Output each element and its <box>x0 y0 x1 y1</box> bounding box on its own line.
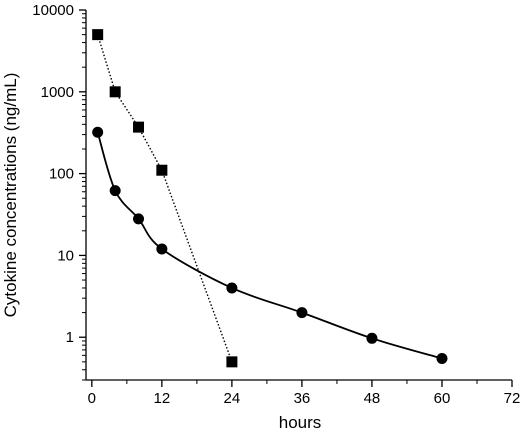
y-tick-label: 10000 <box>32 2 74 19</box>
x-tick-label: 12 <box>154 390 171 407</box>
x-tick-label: 36 <box>294 390 311 407</box>
series-line-1 <box>97 34 233 363</box>
square-marker <box>156 164 168 176</box>
y-axis-label: Cytokine concentrations (ng/mL) <box>1 73 20 318</box>
circle-marker <box>436 352 448 364</box>
square-marker <box>226 356 238 368</box>
circle-marker <box>92 126 104 138</box>
circle-marker <box>109 185 121 197</box>
x-tick-label: 24 <box>224 390 241 407</box>
square-marker <box>92 29 104 41</box>
circle-marker <box>133 213 145 225</box>
square-marker <box>109 86 121 98</box>
axes <box>85 10 512 381</box>
circle-marker <box>366 332 378 344</box>
x-tick-label: 48 <box>364 390 381 407</box>
ticks: 0 12 24 36 48 60 72 1 10 100 1000 10000 <box>32 2 520 407</box>
x-tick-label: 72 <box>504 390 520 407</box>
circle-marker <box>226 282 238 294</box>
series-line-2 <box>96 132 443 360</box>
series-layer <box>92 29 448 368</box>
square-marker <box>133 121 145 133</box>
x-tick-label: 0 <box>88 390 96 407</box>
circle-marker <box>156 243 168 255</box>
y-tick-label: 1 <box>66 329 74 346</box>
x-tick-label: 60 <box>434 390 451 407</box>
y-tick-label: 10 <box>57 247 74 264</box>
y-tick-label: 1000 <box>41 84 74 101</box>
y-tick-label: 100 <box>49 166 74 183</box>
x-axis-label: hours <box>279 413 322 432</box>
circle-marker <box>296 307 308 319</box>
